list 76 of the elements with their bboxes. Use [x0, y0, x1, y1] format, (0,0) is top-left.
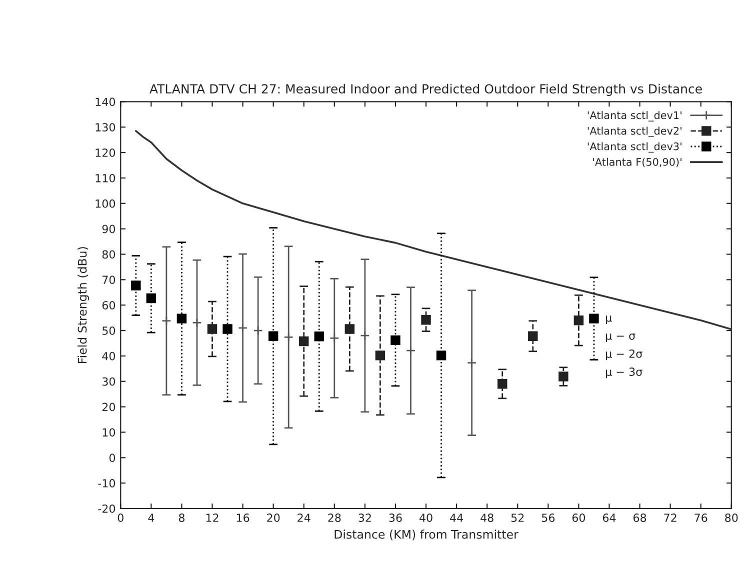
point [466, 358, 477, 368]
point [558, 372, 568, 382]
x-tick-label: 68 [633, 514, 646, 522]
y-tick-label: 80 [102, 250, 116, 259]
annotation: μ − σ [606, 334, 636, 342]
y-tick-label: 140 [96, 98, 116, 106]
x-tick-label: 80 [725, 514, 738, 522]
point [192, 318, 202, 328]
y-tick-label: 90 [102, 224, 116, 234]
point [360, 330, 370, 340]
x-tick-label: 24 [298, 514, 310, 522]
x-tick-label: 64 [602, 514, 616, 522]
x-tick-label: 28 [328, 514, 341, 522]
x-tick-label: 16 [236, 514, 250, 522]
y-tick-label: 130 [96, 123, 116, 132]
annotation: μ [606, 316, 612, 324]
legend-label: 'Atlanta sctl_dev1' [588, 111, 682, 122]
y-tick-label: 10 [102, 428, 116, 437]
x-tick-label: 32 [358, 514, 371, 522]
y-tick-label: 70 [102, 276, 116, 284]
x-tick-label: 36 [389, 514, 402, 522]
y-axis-title: Field Strength (dBu) [78, 247, 90, 363]
point [314, 332, 324, 342]
y-tick-label: 50 [102, 326, 116, 335]
x-tick-label: 40 [419, 514, 432, 522]
chart-title: ATLANTA DTV CH 27: Measured Indoor and Predicted Outdoor Field Strength vs Distance [150, 84, 702, 96]
point [207, 324, 218, 334]
y-tick-label: 120 [96, 148, 116, 157]
point [268, 331, 278, 341]
point [253, 326, 263, 336]
y-tick-label: 30 [102, 377, 116, 386]
point [375, 350, 386, 360]
point [330, 333, 340, 344]
x-axis-title: Distance (KM) from Transmitter [334, 530, 518, 540]
x-tick-label: 12 [206, 514, 218, 522]
y-tick-label: -10 [98, 479, 116, 488]
annotation: μ − 3σ [606, 368, 642, 378]
legend-label: 'Atlanta F(50,90)' [593, 158, 682, 168]
x-tick-label: 4 [148, 514, 154, 522]
x-tick-label: 72 [664, 514, 676, 522]
point [131, 280, 141, 290]
point [589, 314, 599, 324]
point [284, 332, 294, 342]
point [162, 316, 172, 326]
annotation: μ − 2σ [606, 350, 642, 360]
point [528, 331, 538, 341]
legend-label: 'Atlanta sctl_dev2' [588, 126, 682, 138]
y-tick-label: -20 [98, 504, 116, 513]
y-tick-label: 20 [102, 402, 116, 412]
point [299, 336, 309, 346]
x-tick-label: 76 [694, 514, 708, 522]
legend-label: 'Atlanta sctl_dev3' [588, 142, 682, 153]
point [406, 346, 416, 356]
point [390, 335, 400, 346]
point [176, 314, 187, 324]
x-tick-label: 20 [267, 514, 280, 522]
point [574, 315, 584, 326]
point [146, 293, 156, 304]
y-tick-label: 60 [102, 301, 116, 310]
x-tick-label: 48 [480, 514, 494, 522]
y-tick-label: 0 [109, 454, 116, 462]
y-tick-label: 40 [102, 352, 116, 360]
x-tick-label: 44 [450, 514, 463, 522]
point [344, 324, 355, 334]
point [421, 314, 431, 325]
point [238, 323, 248, 333]
point [222, 324, 232, 334]
x-tick-label: 56 [542, 514, 555, 522]
point [497, 379, 508, 389]
x-tick-label: 52 [511, 514, 524, 522]
y-tick-label: 110 [96, 174, 116, 182]
x-tick-label: 60 [572, 514, 586, 522]
point [436, 350, 446, 360]
x-tick-label: 0 [118, 514, 124, 522]
x-tick-label: 8 [178, 514, 184, 522]
y-tick-label: 100 [96, 199, 116, 208]
